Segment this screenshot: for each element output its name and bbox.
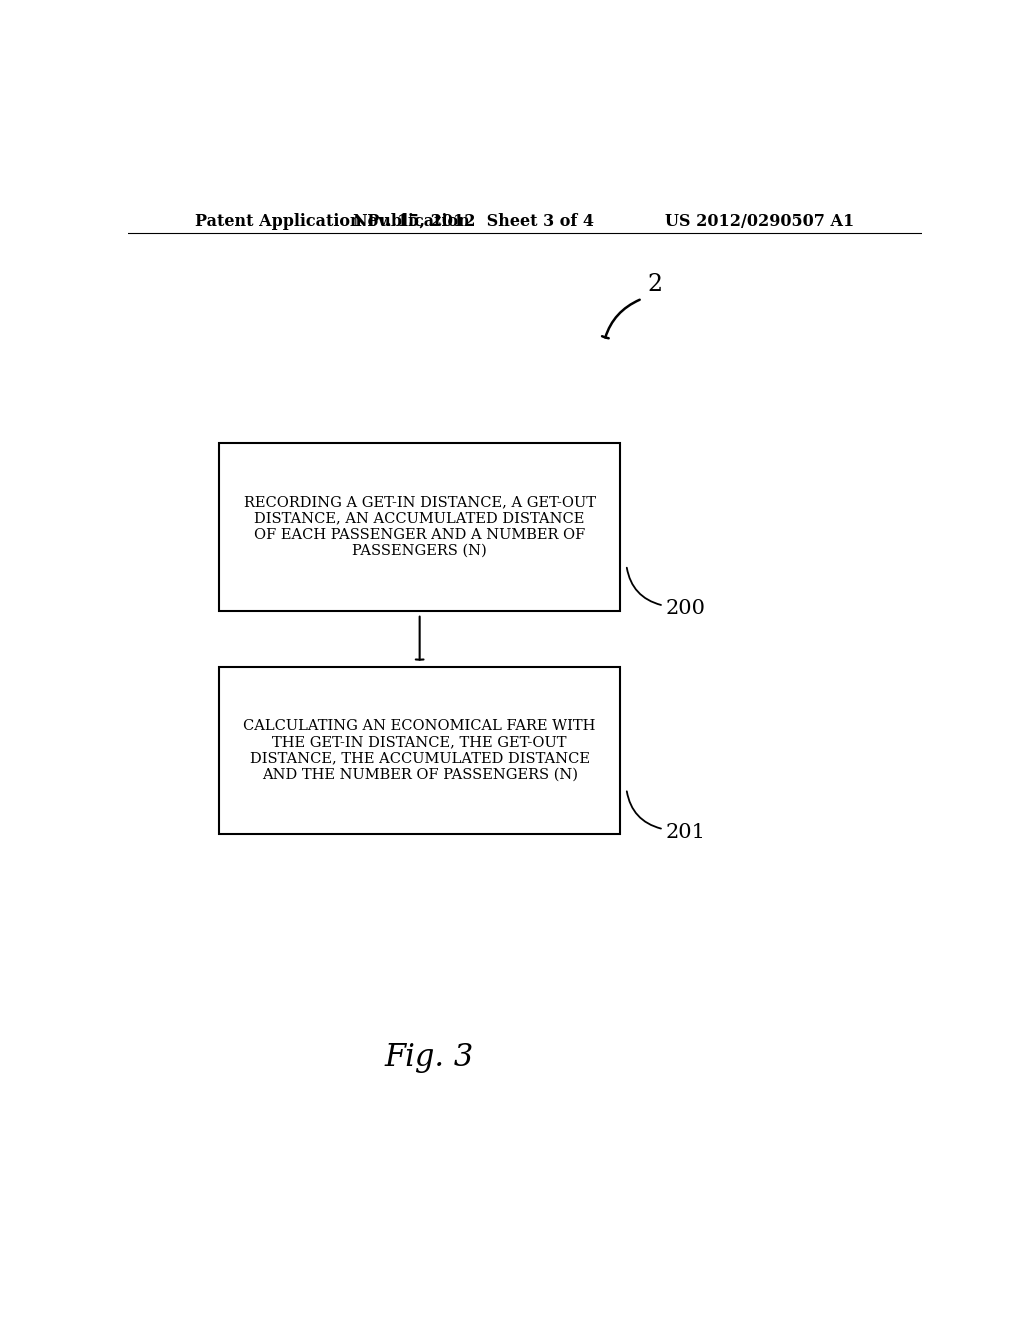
Text: US 2012/0290507 A1: US 2012/0290507 A1 — [665, 213, 854, 230]
Text: CALCULATING AN ECONOMICAL FARE WITH
THE GET-IN DISTANCE, THE GET-OUT
DISTANCE, T: CALCULATING AN ECONOMICAL FARE WITH THE … — [244, 719, 596, 781]
FancyBboxPatch shape — [219, 667, 620, 834]
Text: 2: 2 — [648, 273, 663, 296]
Text: 201: 201 — [666, 822, 707, 842]
Text: Patent Application Publication: Patent Application Publication — [196, 213, 470, 230]
Text: RECORDING A GET-IN DISTANCE, A GET-OUT
DISTANCE, AN ACCUMULATED DISTANCE
OF EACH: RECORDING A GET-IN DISTANCE, A GET-OUT D… — [244, 495, 596, 558]
FancyBboxPatch shape — [219, 444, 620, 611]
Text: Nov. 15, 2012  Sheet 3 of 4: Nov. 15, 2012 Sheet 3 of 4 — [352, 213, 594, 230]
Text: 200: 200 — [666, 599, 707, 618]
Text: Fig. 3: Fig. 3 — [385, 1043, 474, 1073]
